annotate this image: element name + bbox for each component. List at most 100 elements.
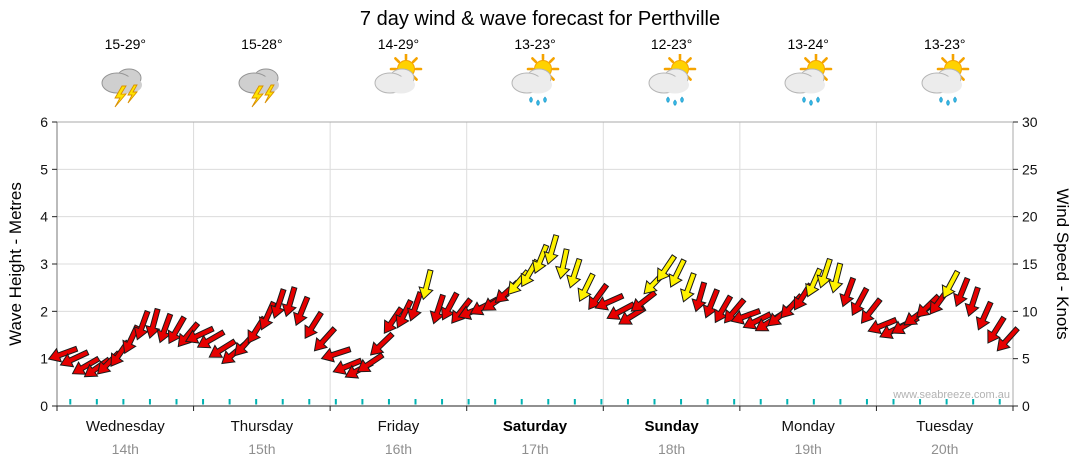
temp-range: 14-29° [377, 36, 420, 52]
weather-icon [642, 52, 702, 108]
wind-arrow [964, 286, 981, 318]
wind-arrow [184, 325, 215, 344]
wind-arrow [594, 292, 625, 311]
wind-arrow [543, 234, 560, 266]
day-summary: 14-29° [330, 36, 467, 108]
day-name: Monday [781, 418, 835, 435]
wind-arrow [916, 293, 941, 318]
left-axis-tick: 2 [40, 303, 48, 319]
weather-icon [915, 52, 975, 108]
day-summary: 15-29° [57, 36, 194, 108]
day-name: Wednesday [85, 418, 165, 435]
wind-arrow [83, 356, 112, 378]
wind-arrow [71, 355, 101, 375]
wind-arrow [208, 338, 237, 358]
day-name: Saturday [502, 418, 568, 435]
wind-arrows-series [47, 234, 1020, 379]
day-date: 19th [794, 441, 822, 457]
right-axis-tick: 10 [1022, 303, 1038, 319]
right-axis-tick: 25 [1022, 161, 1038, 177]
wind-arrow [668, 258, 687, 288]
day-date: 14th [111, 441, 139, 457]
partly-cloudy-rain-icon [511, 52, 560, 106]
left-axis-tick: 0 [40, 398, 48, 414]
wind-arrow [320, 346, 352, 363]
day-summary: 12-23° [603, 36, 740, 108]
right-axis-tick: 30 [1022, 114, 1038, 130]
left-axis-tick: 4 [40, 209, 48, 225]
day-summary: 15-28° [194, 36, 331, 108]
wind-arrow [566, 257, 583, 289]
wind-arrow [356, 352, 385, 373]
wind-arrow [730, 307, 762, 325]
wind-arrow [281, 286, 298, 318]
day-name: Thursday [230, 418, 294, 435]
day-summary: 13-23° [467, 36, 604, 108]
partly-cloudy-icon [374, 52, 423, 94]
wind-arrow [691, 281, 708, 313]
wind-arrow [656, 254, 678, 282]
wind-arrow [867, 316, 898, 335]
wind-arrow [714, 294, 734, 324]
day-summary: 13-23° [876, 36, 1013, 108]
wind-arrow [383, 306, 404, 335]
wind-arrow [577, 272, 596, 303]
day-name: Sunday [644, 418, 699, 435]
right-axis-tick: 20 [1022, 209, 1038, 225]
wind-arrow [293, 295, 311, 327]
wind-arrow [860, 297, 883, 324]
right-axis-tick: 5 [1022, 351, 1030, 367]
day-name: Friday [377, 418, 420, 435]
wind-arrow [941, 269, 961, 299]
temp-range: 13-23° [924, 36, 966, 52]
wind-arrow [850, 286, 870, 316]
wind-arrow [723, 297, 747, 324]
temp-range: 13-24° [787, 36, 829, 52]
wind-arrow [429, 293, 446, 325]
wind-arrow [167, 315, 187, 345]
weather-icon [95, 54, 155, 108]
wind-arrow [469, 296, 499, 316]
wind-arrow [555, 248, 571, 280]
temp-range: 13-23° [514, 36, 556, 52]
partly-cloudy-rain-icon [784, 52, 833, 106]
chart-title: 7 day wind & wave forecast for Perthvill… [359, 8, 721, 30]
wind-arrow [975, 300, 994, 331]
left-axis-tick: 5 [40, 161, 48, 177]
wind-arrow [270, 288, 287, 319]
right-axis-tick: 15 [1022, 256, 1038, 272]
thunderstorm-icon [101, 68, 143, 108]
day-date: 17th [521, 441, 549, 457]
weather-icon [505, 52, 565, 108]
wind-arrow [332, 357, 363, 375]
temp-range: 15-28° [241, 36, 283, 52]
left-axis-tick: 1 [40, 351, 48, 367]
wind-arrow [304, 310, 324, 340]
day-date: 20th [931, 441, 959, 457]
right-axis-tick: 0 [1022, 398, 1030, 414]
day-name: Tuesday [916, 418, 974, 435]
day-summary: 13-24° [740, 36, 877, 108]
wind-arrow [196, 329, 226, 349]
temp-range: 12-23° [650, 36, 693, 52]
wind-arrow [395, 298, 414, 329]
weather-icon [778, 52, 838, 108]
day-names-row: Wednesday Thursday Friday Saturday Sunda… [57, 418, 1013, 435]
wind-arrow [418, 269, 434, 301]
partly-cloudy-rain-icon [648, 52, 696, 106]
wind-arrow [742, 311, 773, 330]
wind-arrow [369, 331, 395, 356]
wind-arrow [588, 282, 610, 310]
wind-arrow [953, 276, 971, 308]
day-dates-row: 14th 15th 16th 17th 18th 19th 20th [57, 441, 1013, 457]
wind-arrow [828, 262, 844, 294]
daily-summary-row: 15-29° 15-28° 14-29° 13-23° 12-23° 13-24… [57, 36, 1013, 108]
wind-arrow [996, 326, 1020, 352]
wind-arrow [406, 290, 424, 322]
wind-arrow [630, 289, 658, 312]
left-axis-tick: 6 [40, 114, 48, 130]
wind-arrow [839, 276, 857, 308]
day-date: 15th [248, 441, 276, 457]
